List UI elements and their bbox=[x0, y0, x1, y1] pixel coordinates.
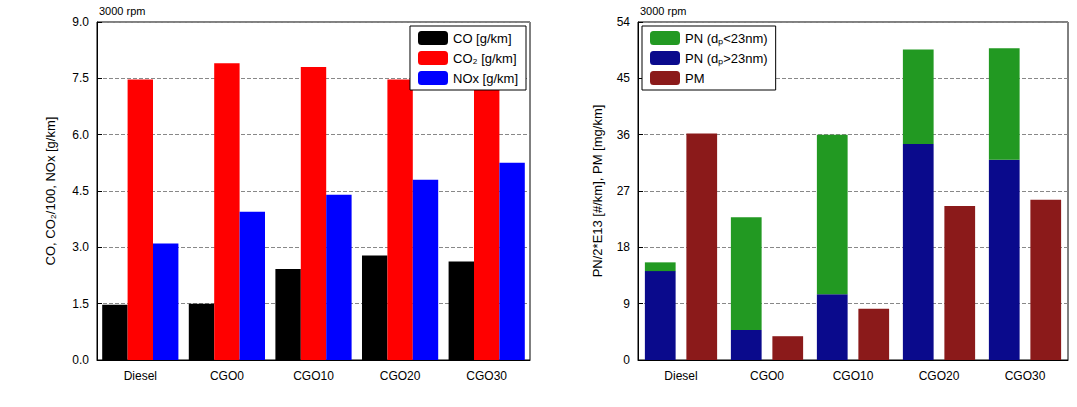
svg-text:CGO20: CGO20 bbox=[919, 369, 960, 383]
svg-text:9.0: 9.0 bbox=[72, 15, 89, 29]
svg-text:6.0: 6.0 bbox=[72, 128, 89, 142]
svg-text:1.5: 1.5 bbox=[72, 297, 89, 311]
svg-text:CO, CO₂/100, NOx [g/km]: CO, CO₂/100, NOx [g/km] bbox=[43, 117, 58, 266]
svg-text:CGO30: CGO30 bbox=[1005, 369, 1046, 383]
svg-text:3000 rpm: 3000 rpm bbox=[640, 5, 686, 17]
svg-text:CGO0: CGO0 bbox=[210, 369, 244, 383]
svg-text:CO [g/km]: CO [g/km] bbox=[453, 31, 512, 46]
svg-text:CGO30: CGO30 bbox=[466, 369, 507, 383]
svg-text:PN (dₚ<23nm): PN (dₚ<23nm) bbox=[685, 31, 768, 47]
svg-text:CGO10: CGO10 bbox=[293, 369, 334, 383]
svg-text:Diesel: Diesel bbox=[124, 369, 157, 383]
svg-text:45: 45 bbox=[617, 71, 631, 85]
svg-text:NOx [g/km]: NOx [g/km] bbox=[453, 71, 518, 86]
svg-text:CGO20: CGO20 bbox=[380, 369, 421, 383]
svg-text:0: 0 bbox=[623, 353, 630, 367]
svg-text:0.0: 0.0 bbox=[72, 353, 89, 367]
svg-text:36: 36 bbox=[617, 128, 631, 142]
svg-text:27: 27 bbox=[617, 184, 631, 198]
svg-text:4.5: 4.5 bbox=[72, 184, 89, 198]
svg-text:3.0: 3.0 bbox=[72, 240, 89, 254]
svg-text:54: 54 bbox=[617, 15, 631, 29]
svg-text:PN/2*E13 [#/km], PM [mg/km]: PN/2*E13 [#/km], PM [mg/km] bbox=[590, 105, 605, 278]
svg-text:CGO0: CGO0 bbox=[750, 369, 784, 383]
svg-text:Diesel: Diesel bbox=[664, 369, 697, 383]
svg-text:PN (dₚ>23nm): PN (dₚ>23nm) bbox=[685, 51, 768, 67]
svg-text:18: 18 bbox=[617, 240, 631, 254]
svg-text:CO₂ [g/km]: CO₂ [g/km] bbox=[453, 51, 517, 66]
svg-text:9: 9 bbox=[623, 297, 630, 311]
svg-text:PM: PM bbox=[685, 71, 705, 86]
svg-text:CGO10: CGO10 bbox=[833, 369, 874, 383]
svg-text:7.5: 7.5 bbox=[72, 71, 89, 85]
svg-text:3000 rpm: 3000 rpm bbox=[99, 5, 145, 17]
